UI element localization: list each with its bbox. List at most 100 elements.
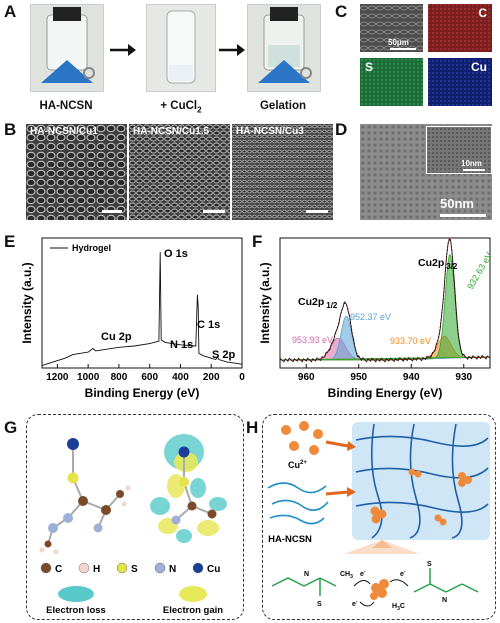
caption-ha-ncsn: HA-NCSN bbox=[39, 100, 93, 112]
cu-clusters-in-network bbox=[370, 468, 472, 526]
x-tick-label: 800 bbox=[111, 372, 128, 383]
arrow-right-icon bbox=[325, 490, 349, 496]
x-tick-label: 960 bbox=[298, 372, 315, 383]
x-tick-label: 0 bbox=[239, 372, 245, 383]
electron-gain-swatch bbox=[179, 586, 207, 602]
x-axis-label: Binding Energy (eV) bbox=[328, 386, 443, 400]
scale-bar bbox=[203, 210, 225, 213]
map-label-c: C bbox=[478, 6, 487, 20]
sem-image-c: 50μm bbox=[360, 4, 423, 52]
panel-g-frame bbox=[26, 414, 244, 620]
cu2plus-ions bbox=[281, 421, 323, 455]
legend-atom-swatch bbox=[40, 562, 52, 574]
legend-atom-label: C bbox=[55, 564, 62, 575]
x-tick-label: 1200 bbox=[46, 372, 69, 383]
sem-image-cu1: HA-NCSN/Cu1 bbox=[26, 124, 127, 220]
panel-label-f: F bbox=[252, 232, 263, 251]
electron-label: e- bbox=[400, 569, 406, 578]
panel-h-frame bbox=[262, 414, 496, 620]
scale-label: 50nm bbox=[440, 196, 474, 211]
coordination-scheme: N S CH3 e- e- e- S N H3C bbox=[271, 561, 479, 612]
electron-label: e- bbox=[352, 599, 358, 608]
atom-s: S bbox=[427, 561, 432, 568]
free-polymer-chains bbox=[267, 482, 329, 525]
label-953-93: 953.93 eV bbox=[292, 335, 333, 345]
legend-atom-swatch bbox=[154, 562, 166, 574]
label-952-37: 952.37 eV bbox=[350, 312, 391, 322]
scale-bar bbox=[306, 210, 328, 213]
legend-atom-label: S bbox=[131, 564, 138, 575]
scale-bar bbox=[102, 210, 122, 213]
y-axis-label: Intensity (a.u.) bbox=[258, 262, 272, 343]
eds-map-cu: Cu bbox=[428, 58, 492, 106]
atom-s: S bbox=[317, 601, 322, 608]
vial-photo-gelation bbox=[247, 4, 321, 92]
element-legend: C H S N Cu bbox=[40, 562, 220, 575]
electron-gain-label: Electron gain bbox=[163, 605, 223, 616]
annotation-cu2p-1-2: Cu2p 1/2 bbox=[298, 296, 338, 310]
raw-spectrum bbox=[279, 239, 491, 363]
panel-label-d: D bbox=[335, 120, 348, 139]
sem-label: HA-NCSN/Cu1 bbox=[30, 126, 98, 137]
legend-atom-label: H bbox=[93, 564, 100, 575]
map-label-s: S bbox=[365, 60, 374, 74]
dft-structures: C H S N Cu Electron loss Electron gain bbox=[39, 434, 227, 616]
panel-label-e: E bbox=[4, 232, 16, 251]
legend-atom-swatch bbox=[192, 562, 204, 574]
sem-label: HA-NCSN/Cu1.5 bbox=[133, 126, 210, 137]
polymer-network bbox=[355, 423, 489, 539]
electron-loss-swatch bbox=[58, 586, 94, 602]
arrow-right-icon bbox=[325, 440, 349, 448]
map-label-cu: Cu bbox=[471, 60, 487, 74]
panel-label-c: C bbox=[335, 2, 348, 21]
gelation-mechanism-diagram: Cu2+ HA-NCSN N S CH3 e- e- e- S N H3C bbox=[267, 421, 490, 612]
x-tick-label: 940 bbox=[403, 372, 420, 383]
survey-series-line bbox=[41, 252, 243, 367]
electron-label: e- bbox=[360, 569, 366, 578]
inset-scale-bar bbox=[463, 169, 485, 171]
legend-atom-swatch bbox=[78, 562, 90, 574]
hydrogel-network-bg bbox=[352, 422, 490, 540]
tem-image: 10nm 50nm bbox=[360, 124, 492, 220]
ha-ncsn-label: HA-NCSN bbox=[268, 534, 312, 545]
sem-label: HA-NCSN/Cu3 bbox=[236, 126, 304, 137]
cu2plus-label: Cu2+ bbox=[288, 460, 307, 470]
legend-atom-label: Cu bbox=[207, 564, 220, 575]
y-axis-label: Intensity (a.u.) bbox=[20, 262, 34, 343]
atom-n: N bbox=[442, 597, 447, 604]
legend-atom-label: N bbox=[169, 564, 176, 575]
tem-inset: 10nm bbox=[426, 126, 492, 174]
arrow-right-icon bbox=[219, 43, 245, 61]
atom-n: N bbox=[304, 571, 309, 578]
panel-label-h: H bbox=[246, 418, 259, 437]
eds-map-s: S bbox=[360, 58, 423, 106]
x-tick-label: 600 bbox=[141, 372, 158, 383]
h3c-label: H3C bbox=[392, 603, 405, 612]
molecule-left bbox=[39, 438, 131, 555]
arrow-right-icon bbox=[110, 43, 136, 61]
xps-survey-chart: 1200 1000 800 600 400 200 0 Hydrogel O 1s C 1s… bbox=[20, 237, 245, 400]
molecule-right-charge-density bbox=[150, 434, 227, 543]
caption-cucl2: + CuCl2 bbox=[160, 100, 202, 115]
xps-cu2p-chart: 960 950 940 930 Cu2p 1/2 Cu2p 3/2 953.93 eV 9… bbox=[258, 236, 494, 400]
x-tick-label: 930 bbox=[455, 372, 472, 383]
sem-image-cu3: HA-NCSN/Cu3 bbox=[232, 124, 333, 220]
scale-bar bbox=[390, 48, 416, 50]
legend-label: Hydrogel bbox=[72, 243, 111, 253]
eds-map-c: C bbox=[428, 4, 492, 52]
annotation-c1s: C 1s bbox=[197, 319, 220, 331]
panel-label-a: A bbox=[4, 2, 17, 21]
legend-atom-swatch bbox=[116, 562, 128, 574]
x-tick-label: 200 bbox=[203, 372, 220, 383]
annotation-cu2p-3-2: Cu2p 3/2 bbox=[418, 257, 458, 271]
label-933-70: 933.70 eV bbox=[390, 336, 431, 346]
x-tick-label: 1000 bbox=[77, 372, 100, 383]
annotation-n1s: N 1s bbox=[170, 339, 193, 351]
panel-label-b: B bbox=[4, 120, 17, 139]
x-tick-label: 950 bbox=[350, 372, 367, 383]
x-axis-label: Binding Energy (eV) bbox=[85, 386, 200, 400]
ch3-label: CH3 bbox=[340, 571, 353, 580]
inset-scale-label: 10nm bbox=[461, 159, 482, 168]
x-tick-label: 400 bbox=[172, 372, 189, 383]
plot-frame bbox=[279, 237, 491, 369]
